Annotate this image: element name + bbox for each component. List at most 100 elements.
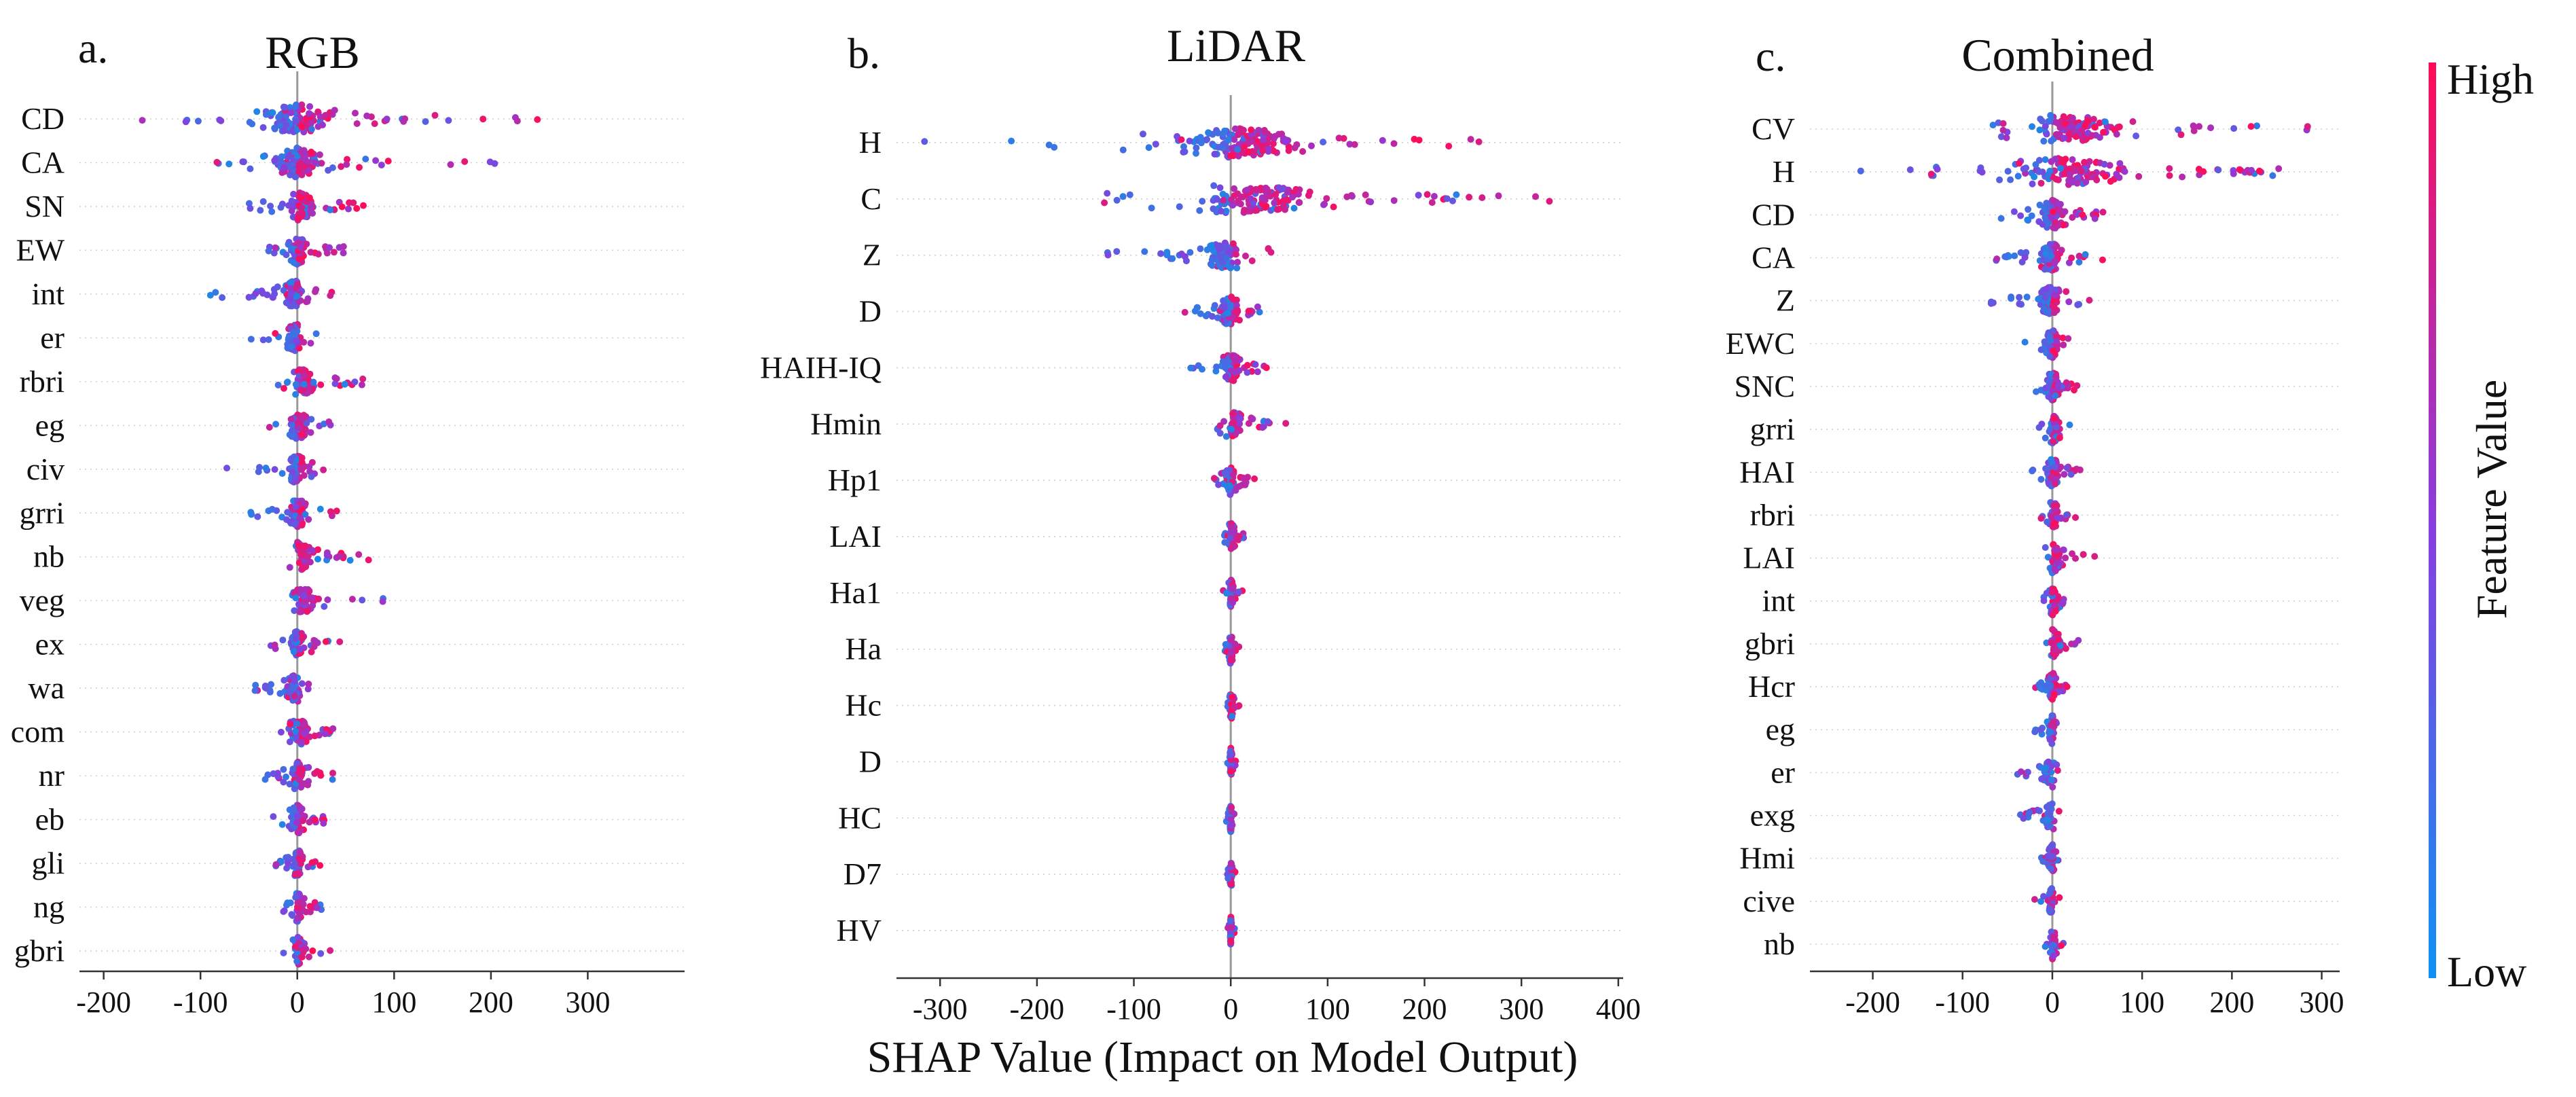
feature-label: Hcr <box>1748 669 1795 704</box>
feature-dots-er <box>2014 758 2061 791</box>
shap-point <box>246 119 253 126</box>
feature-label: rbri <box>1750 497 1795 532</box>
shap-point <box>1265 245 1272 253</box>
shap-point <box>2057 164 2064 172</box>
shap-point <box>1219 259 1227 266</box>
shap-point <box>311 816 319 823</box>
shap-point <box>307 208 314 215</box>
shap-point <box>2230 170 2237 177</box>
shap-point <box>2177 131 2185 139</box>
shap-point <box>2040 597 2048 605</box>
shap-point <box>1227 367 1235 374</box>
shap-point <box>301 598 308 605</box>
feature-label: nb <box>1764 927 1795 961</box>
shap-point <box>2040 305 2048 312</box>
shap-point <box>297 860 304 867</box>
feature-label: EW <box>16 232 65 267</box>
shap-point <box>1239 474 1247 482</box>
shap-point <box>293 819 300 826</box>
shap-point <box>1362 191 1369 198</box>
shap-point <box>2048 214 2055 221</box>
shap-point <box>2052 392 2059 399</box>
shap-point <box>2046 810 2053 818</box>
shap-point <box>2020 814 2027 822</box>
shap-point <box>2100 128 2107 136</box>
shap-point <box>1194 304 1201 311</box>
shap-point <box>1229 152 1237 160</box>
shap-point <box>431 111 439 119</box>
shap-point <box>1101 199 1108 206</box>
shap-point <box>306 908 314 916</box>
shap-point <box>335 553 342 560</box>
x-tick-label: 100 <box>1305 992 1350 1026</box>
shap-point <box>2063 379 2070 386</box>
shap-point <box>2046 683 2053 690</box>
shap-point <box>2046 333 2054 340</box>
feature-dots-C <box>1101 182 1553 217</box>
shap-point <box>217 117 225 124</box>
shap-point <box>2248 166 2255 174</box>
shap-point <box>1415 137 1423 144</box>
shap-point <box>2056 894 2063 901</box>
shap-point <box>1227 816 1235 823</box>
shap-point <box>304 607 311 615</box>
shap-point <box>2017 249 2025 256</box>
shap-point <box>2029 466 2037 473</box>
shap-point <box>1231 125 1239 132</box>
shap-point <box>1186 249 1194 256</box>
feature-label: SNC <box>1735 369 1795 403</box>
shap-point <box>325 166 332 174</box>
shap-point <box>2080 551 2087 558</box>
shap-point <box>2041 766 2048 773</box>
shap-point <box>1210 475 1218 482</box>
shap-point <box>2049 589 2056 596</box>
shap-point <box>1335 134 1343 142</box>
colorbar-high-label: High <box>2447 55 2534 103</box>
shap-point <box>1233 296 1240 304</box>
feature-dots-CA <box>1993 240 2106 274</box>
shap-point <box>2062 554 2069 562</box>
shap-point <box>1232 429 1239 437</box>
shap-point <box>194 118 202 125</box>
feature-dots-int <box>206 277 335 310</box>
shap-point <box>298 204 306 212</box>
shap-point <box>352 109 359 117</box>
shap-point <box>2047 865 2054 872</box>
shap-point <box>268 505 276 513</box>
shap-point <box>1182 257 1190 265</box>
shap-point <box>2081 158 2088 166</box>
shap-point <box>1346 141 1354 148</box>
shap-point <box>1214 314 1221 321</box>
shap-point <box>283 773 289 780</box>
shap-point <box>2051 565 2058 573</box>
shap-point <box>1193 149 1199 157</box>
shap-point <box>1367 198 1375 206</box>
shap-point <box>2058 942 2065 949</box>
shap-point <box>280 778 287 786</box>
shap-point <box>2113 130 2120 138</box>
shap-point <box>1222 254 1230 262</box>
shap-point <box>1275 205 1283 213</box>
feature-label: nb <box>33 539 65 574</box>
shap-point <box>1263 202 1270 210</box>
feature-dots-nb <box>2042 928 2067 963</box>
shap-point <box>1205 129 1212 137</box>
shap-point <box>1252 361 1259 368</box>
shap-point <box>301 719 308 726</box>
shap-point <box>1249 415 1256 422</box>
shap-point <box>254 513 261 520</box>
shap-point <box>302 425 309 433</box>
shap-point <box>353 204 361 212</box>
shap-point <box>294 367 302 375</box>
shap-point <box>182 118 189 126</box>
shap-point <box>1999 126 2007 134</box>
shap-point <box>2304 123 2311 130</box>
shap-point <box>1229 471 1237 478</box>
shap-point <box>534 116 541 123</box>
shap-point <box>1227 264 1234 272</box>
shap-point <box>2096 120 2103 126</box>
shap-point <box>2102 173 2109 180</box>
shap-point <box>1999 120 2007 127</box>
shap-point <box>2074 162 2082 169</box>
shap-point <box>295 769 302 776</box>
